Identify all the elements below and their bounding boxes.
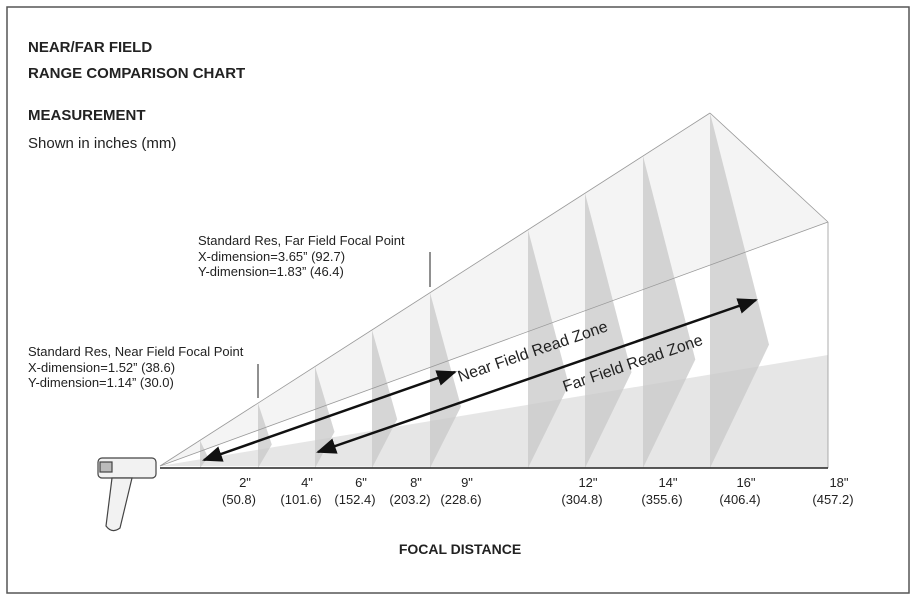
distance-inches: 16" (736, 475, 755, 490)
far-zone-arrow (316, 298, 758, 454)
far-edge (709, 112, 829, 223)
distance-inches: 2" (239, 475, 251, 490)
distance-inches: 14" (658, 475, 677, 490)
scanner-icon (97, 457, 157, 532)
distance-inches: 6" (355, 475, 367, 490)
distance-inches: 18" (829, 475, 848, 490)
distance-mm: (304.8) (561, 492, 602, 507)
distance-mm: (101.6) (280, 492, 321, 507)
callout-line: Standard Res, Near Field Focal Point (28, 344, 244, 359)
title-line: NEAR/FAR FIELD (28, 39, 152, 56)
distance-mm: (406.4) (719, 492, 760, 507)
callout-line: Y-dimension=1.83” (46.4) (198, 264, 344, 279)
distance-mm: (203.2) (389, 492, 430, 507)
callout-line: X-dimension=1.52” (38.6) (28, 360, 175, 375)
callout-line: Y-dimension=1.14” (30.0) (28, 375, 174, 390)
distance-mm: (355.6) (641, 492, 682, 507)
scanner-window (99, 461, 113, 473)
distance-mm: (50.8) (222, 492, 256, 507)
scanner-handle (105, 477, 133, 532)
distance-inches: 12" (578, 475, 597, 490)
axis-title: FOCAL DISTANCE (399, 541, 521, 557)
distance-mm: (457.2) (812, 492, 853, 507)
measurement-heading: MEASUREMENT (28, 107, 146, 124)
distance-mm: (152.4) (334, 492, 375, 507)
distance-mm: (228.6) (440, 492, 481, 507)
distance-inches: 8" (410, 475, 422, 490)
callout-line: X-dimension=3.65” (92.7) (198, 249, 345, 264)
callout-line: Standard Res, Far Field Focal Point (198, 233, 405, 248)
distance-labels: 2" (50.8) 4" (101.6) 6" (152.4) 8" (203.2) 9" (22… (222, 475, 854, 507)
units-note: Shown in inches (mm) (28, 135, 176, 152)
distance-inches: 4" (301, 475, 313, 490)
title-line: RANGE COMPARISON CHART (28, 65, 245, 82)
distance-inches: 9" (461, 475, 473, 490)
